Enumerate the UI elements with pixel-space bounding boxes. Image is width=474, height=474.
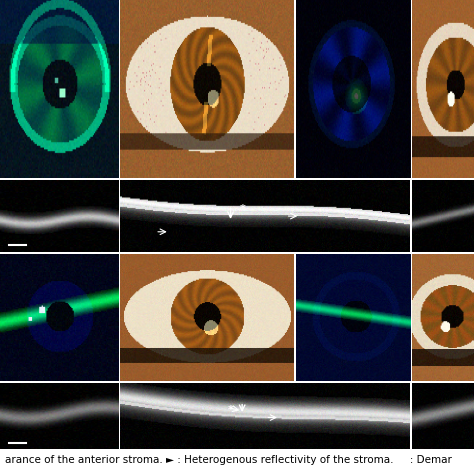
Text: *: * [239, 204, 245, 214]
Text: arance of the anterior stroma. ► : Heterogenous reflectivity of the stroma.     : arance of the anterior stroma. ► : Heter… [5, 456, 452, 465]
Text: *: * [228, 405, 234, 415]
